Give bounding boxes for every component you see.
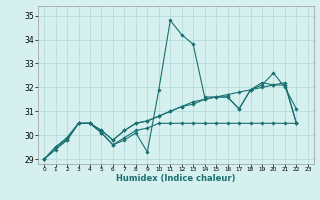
X-axis label: Humidex (Indice chaleur): Humidex (Indice chaleur) xyxy=(116,174,236,183)
